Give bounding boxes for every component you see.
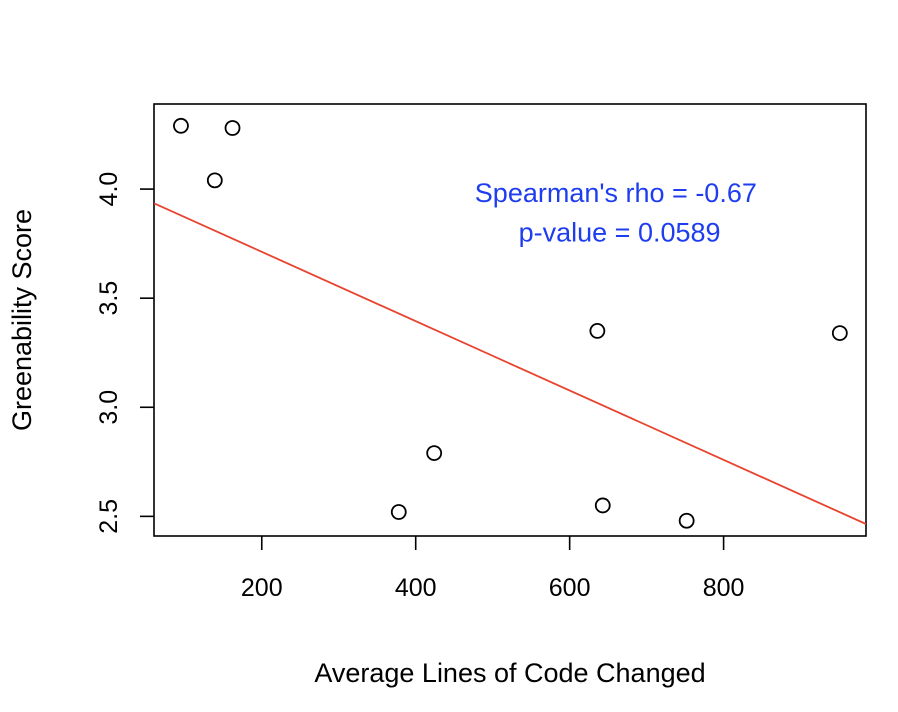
data-point bbox=[390, 504, 407, 520]
y-axis-title: Greenability Score bbox=[7, 209, 37, 431]
y-tick-label: 3.5 bbox=[95, 281, 123, 316]
y-tick-label: 4.0 bbox=[95, 172, 123, 207]
x-axis-title: Average Lines of Code Changed bbox=[314, 658, 705, 688]
plot-layer: 200 400 600 800 2.5 3.0 3.5 4.0 Spearman's rho =… bbox=[95, 103, 867, 602]
x-tick-label: 600 bbox=[549, 574, 591, 602]
y-tick-label: 3.0 bbox=[95, 390, 123, 425]
x-tick-label: 200 bbox=[241, 574, 283, 602]
data-point bbox=[831, 325, 848, 341]
regression-line bbox=[154, 202, 866, 525]
data-point bbox=[206, 172, 223, 189]
data-point bbox=[426, 445, 443, 461]
y-tick-label: 2.5 bbox=[95, 499, 123, 534]
x-tick-label: 800 bbox=[703, 574, 745, 602]
plot-frame bbox=[153, 103, 867, 537]
data-point bbox=[678, 512, 695, 529]
data-point bbox=[173, 117, 189, 134]
data-point bbox=[224, 120, 241, 136]
p-value-annotation: p-value = 0.0589 bbox=[511, 217, 720, 247]
data-point bbox=[594, 497, 611, 514]
x-tick-label: 400 bbox=[395, 574, 437, 602]
data-point bbox=[589, 323, 606, 339]
spearman-rho-annotation: Spearman's rho = -0.67 bbox=[475, 178, 757, 208]
